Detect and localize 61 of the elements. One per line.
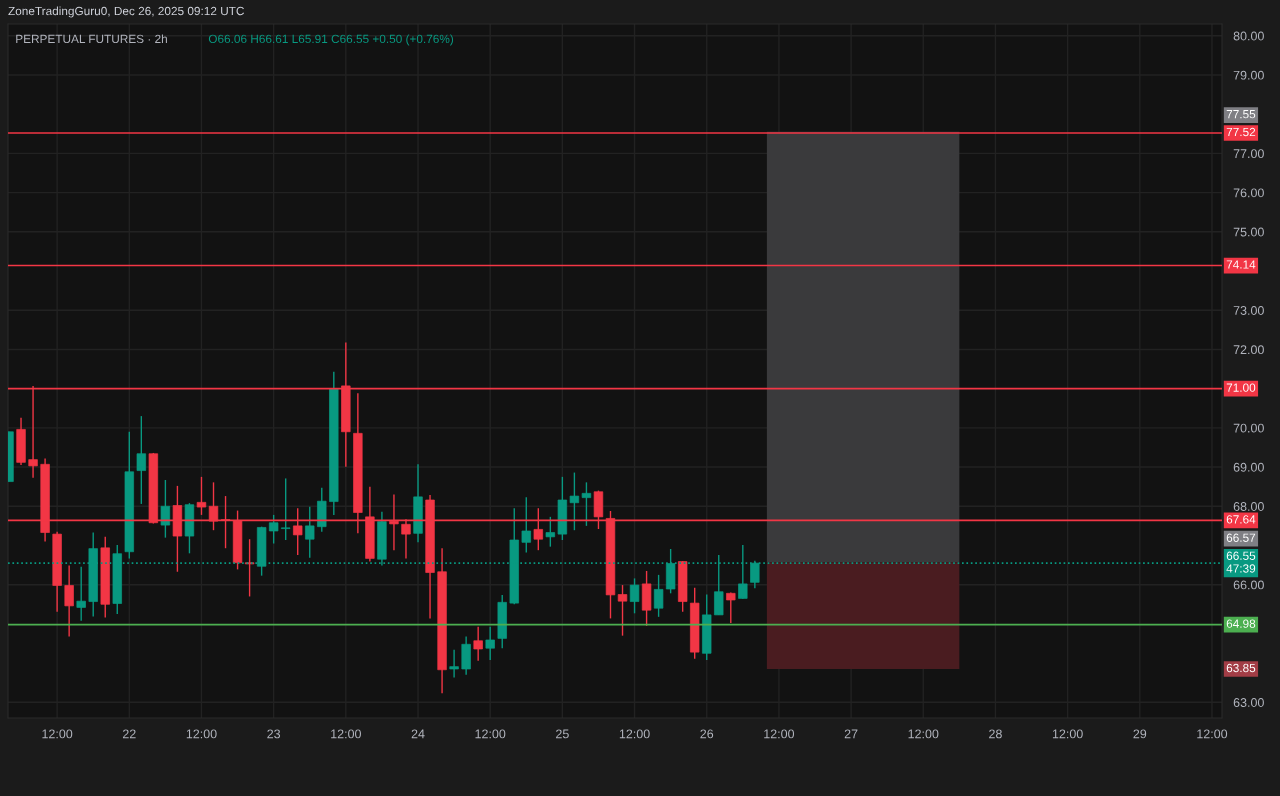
ref-line-label: 74.14 <box>1226 260 1256 269</box>
x-tick-label: 12:00 <box>331 729 361 739</box>
y-tick-label: 73.00 <box>1233 306 1264 315</box>
x-tick-label: 12:00 <box>908 729 939 739</box>
y-tick-label: 80.00 <box>1233 31 1264 41</box>
candlestick <box>581 481 592 527</box>
candlestick <box>545 516 556 548</box>
candlestick <box>569 471 580 531</box>
x-tick-label: 25 <box>556 729 569 739</box>
y-tick-label: 72.00 <box>1233 345 1264 355</box>
candlestick <box>196 476 207 516</box>
y-tick-label: 77.00 <box>1233 149 1264 159</box>
y-tick-label: 69.00 <box>1233 462 1264 472</box>
x-tick-label: 12:00 <box>1197 729 1228 739</box>
candlestick <box>76 565 86 622</box>
ref-line-label: 71.00 <box>1226 383 1256 392</box>
candlestick <box>449 649 459 679</box>
candlestick <box>473 625 483 662</box>
candlestick <box>136 415 147 505</box>
y-tick-label: 63.00 <box>1233 698 1264 707</box>
candlestick <box>629 577 640 615</box>
ref-line-label: 67.64 <box>1226 515 1256 524</box>
y-tick-label: 75.00 <box>1233 227 1264 237</box>
candlestick <box>653 574 664 618</box>
y-tick-label: 66.00 <box>1233 580 1264 590</box>
candlestick <box>485 625 495 661</box>
x-tick-label: 28 <box>989 729 1002 739</box>
x-tick-label: 26 <box>700 729 714 739</box>
x-tick-label: 27 <box>844 729 858 739</box>
candlestick <box>521 496 531 554</box>
candlestick <box>268 514 279 545</box>
candlestick <box>726 591 736 624</box>
candlestick <box>281 477 291 541</box>
candlestick <box>244 538 255 598</box>
x-tick-label: 23 <box>267 729 281 739</box>
x-tick-label: 29 <box>1133 729 1147 739</box>
x-tick-label: 12:00 <box>42 729 73 739</box>
y-tick-label: 76.00 <box>1233 188 1264 198</box>
text: PERPETUAL FUTURES · 2h <box>16 34 167 44</box>
x-tick-label: 12:00 <box>619 729 650 739</box>
y-tick-label: 79.00 <box>1233 70 1264 80</box>
text: O66.06 H66.61 L65.91 C66.55 +0.50 (+0.76%) <box>208 34 454 46</box>
x-tick-label: 12:00 <box>764 729 795 739</box>
ref-line-label: 77.52 <box>1226 127 1256 137</box>
x-tick-label: 12:00 <box>186 729 217 739</box>
candlestick <box>64 564 74 638</box>
x-tick-label: 22 <box>122 729 136 739</box>
y-tick-label: 70.00 <box>1233 423 1264 433</box>
y-tick-label: 68.00 <box>1233 502 1264 511</box>
text: ZoneTradingGuru0, Dec 26, 2025 09:12 UTC <box>8 6 245 18</box>
ref-line-label: 66.55 47:39 <box>1226 551 1256 573</box>
x-tick-label: 12:00 <box>1052 729 1083 739</box>
annotation: 63.85 <box>1226 663 1256 673</box>
x-tick-label: 12:00 <box>475 729 506 739</box>
annotation: 66.57 <box>1226 533 1256 542</box>
candlestick <box>617 584 628 637</box>
ref-line-label: 64.98 <box>1226 619 1256 628</box>
x-tick-label: 24 <box>411 729 425 739</box>
candlestick <box>160 479 171 539</box>
candlestick <box>305 505 315 559</box>
annotation: 77.55 <box>1226 110 1256 119</box>
